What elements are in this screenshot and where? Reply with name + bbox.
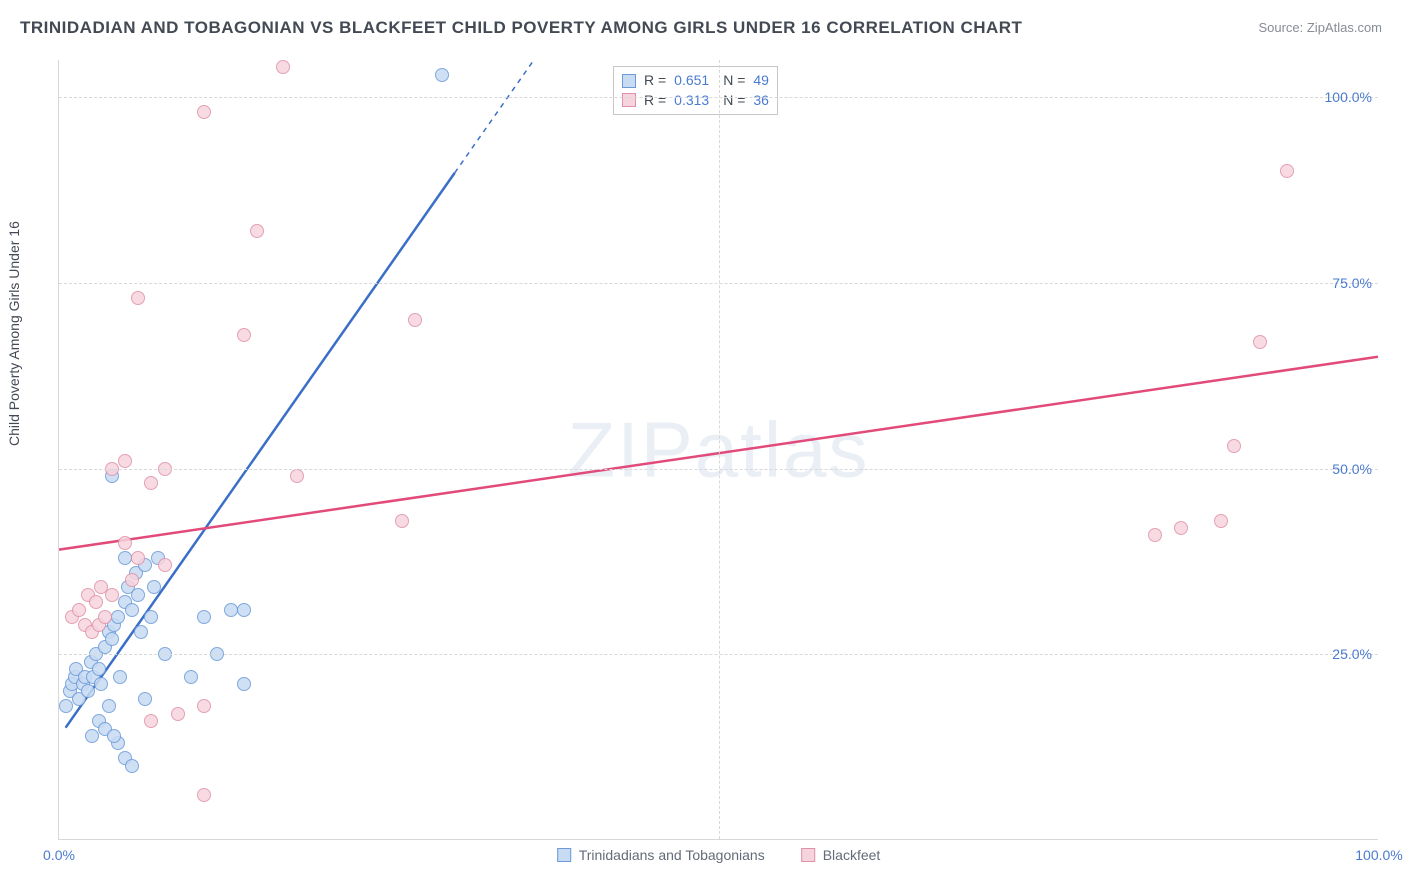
scatter-point	[237, 328, 251, 342]
stats-swatch-series2	[622, 93, 636, 107]
scatter-point	[89, 595, 103, 609]
scatter-point	[98, 610, 112, 624]
n-label: N =	[723, 71, 745, 91]
legend-item-series1: Trinidadians and Tobagonians	[557, 847, 765, 863]
scatter-point	[105, 588, 119, 602]
scatter-point	[85, 729, 99, 743]
legend: Trinidadians and Tobagonians Blackfeet	[557, 847, 881, 863]
stats-row-series2: R = 0.313 N = 36	[622, 91, 769, 111]
scatter-point	[237, 603, 251, 617]
r-value-series1: 0.651	[674, 71, 709, 91]
chart-title: TRINIDADIAN AND TOBAGONIAN VS BLACKFEET …	[20, 18, 1022, 38]
scatter-point	[144, 476, 158, 490]
gridline-vertical	[719, 60, 720, 839]
scatter-point	[1280, 164, 1294, 178]
legend-label-series1: Trinidadians and Tobagonians	[579, 847, 765, 863]
scatter-point	[250, 224, 264, 238]
scatter-point	[144, 610, 158, 624]
scatter-point	[1148, 528, 1162, 542]
scatter-point	[1214, 514, 1228, 528]
scatter-point	[105, 632, 119, 646]
scatter-point	[131, 551, 145, 565]
y-axis-title: Child Poverty Among Girls Under 16	[6, 221, 22, 446]
scatter-plot-area: ZIPatlas R = 0.651 N = 49 R = 0.313 N = …	[58, 60, 1378, 840]
scatter-point	[111, 610, 125, 624]
scatter-point	[1174, 521, 1188, 535]
scatter-point	[107, 729, 121, 743]
stats-swatch-series1	[622, 74, 636, 88]
scatter-point	[184, 670, 198, 684]
scatter-point	[197, 610, 211, 624]
scatter-point	[131, 588, 145, 602]
scatter-point	[197, 105, 211, 119]
y-tick-label: 75.0%	[1332, 275, 1372, 291]
scatter-point	[94, 677, 108, 691]
r-value-series2: 0.313	[674, 91, 709, 111]
scatter-point	[197, 788, 211, 802]
watermark-bold: ZIP	[567, 405, 694, 493]
scatter-point	[408, 313, 422, 327]
scatter-point	[171, 707, 185, 721]
scatter-point	[144, 714, 158, 728]
scatter-point	[276, 60, 290, 74]
scatter-point	[147, 580, 161, 594]
scatter-point	[118, 551, 132, 565]
scatter-point	[435, 68, 449, 82]
legend-swatch-series1	[557, 848, 571, 862]
scatter-point	[113, 670, 127, 684]
scatter-point	[134, 625, 148, 639]
scatter-point	[290, 469, 304, 483]
stats-row-series1: R = 0.651 N = 49	[622, 71, 769, 91]
y-tick-label: 25.0%	[1332, 646, 1372, 662]
scatter-point	[59, 699, 73, 713]
scatter-point	[72, 603, 86, 617]
x-tick-label: 100.0%	[1355, 847, 1402, 863]
source-attribution: Source: ZipAtlas.com	[1258, 20, 1382, 35]
scatter-point	[125, 573, 139, 587]
y-tick-label: 100.0%	[1325, 89, 1372, 105]
watermark-thin: atlas	[695, 405, 870, 493]
r-label: R =	[644, 71, 666, 91]
correlation-stats-box: R = 0.651 N = 49 R = 0.313 N = 36	[613, 66, 778, 115]
scatter-point	[92, 662, 106, 676]
scatter-point	[158, 558, 172, 572]
scatter-point	[125, 759, 139, 773]
scatter-point	[81, 684, 95, 698]
n-label: N =	[723, 91, 745, 111]
n-value-series1: 49	[753, 71, 769, 91]
y-tick-label: 50.0%	[1332, 461, 1372, 477]
scatter-point	[118, 536, 132, 550]
scatter-point	[197, 699, 211, 713]
scatter-point	[131, 291, 145, 305]
x-tick-label: 0.0%	[43, 847, 75, 863]
scatter-point	[237, 677, 251, 691]
scatter-point	[138, 692, 152, 706]
legend-swatch-series2	[801, 848, 815, 862]
scatter-point	[1253, 335, 1267, 349]
legend-label-series2: Blackfeet	[823, 847, 881, 863]
scatter-point	[102, 699, 116, 713]
scatter-point	[224, 603, 238, 617]
n-value-series2: 36	[753, 91, 769, 111]
scatter-point	[395, 514, 409, 528]
legend-item-series2: Blackfeet	[801, 847, 881, 863]
r-label: R =	[644, 91, 666, 111]
scatter-point	[1227, 439, 1241, 453]
scatter-point	[125, 603, 139, 617]
scatter-point	[118, 454, 132, 468]
